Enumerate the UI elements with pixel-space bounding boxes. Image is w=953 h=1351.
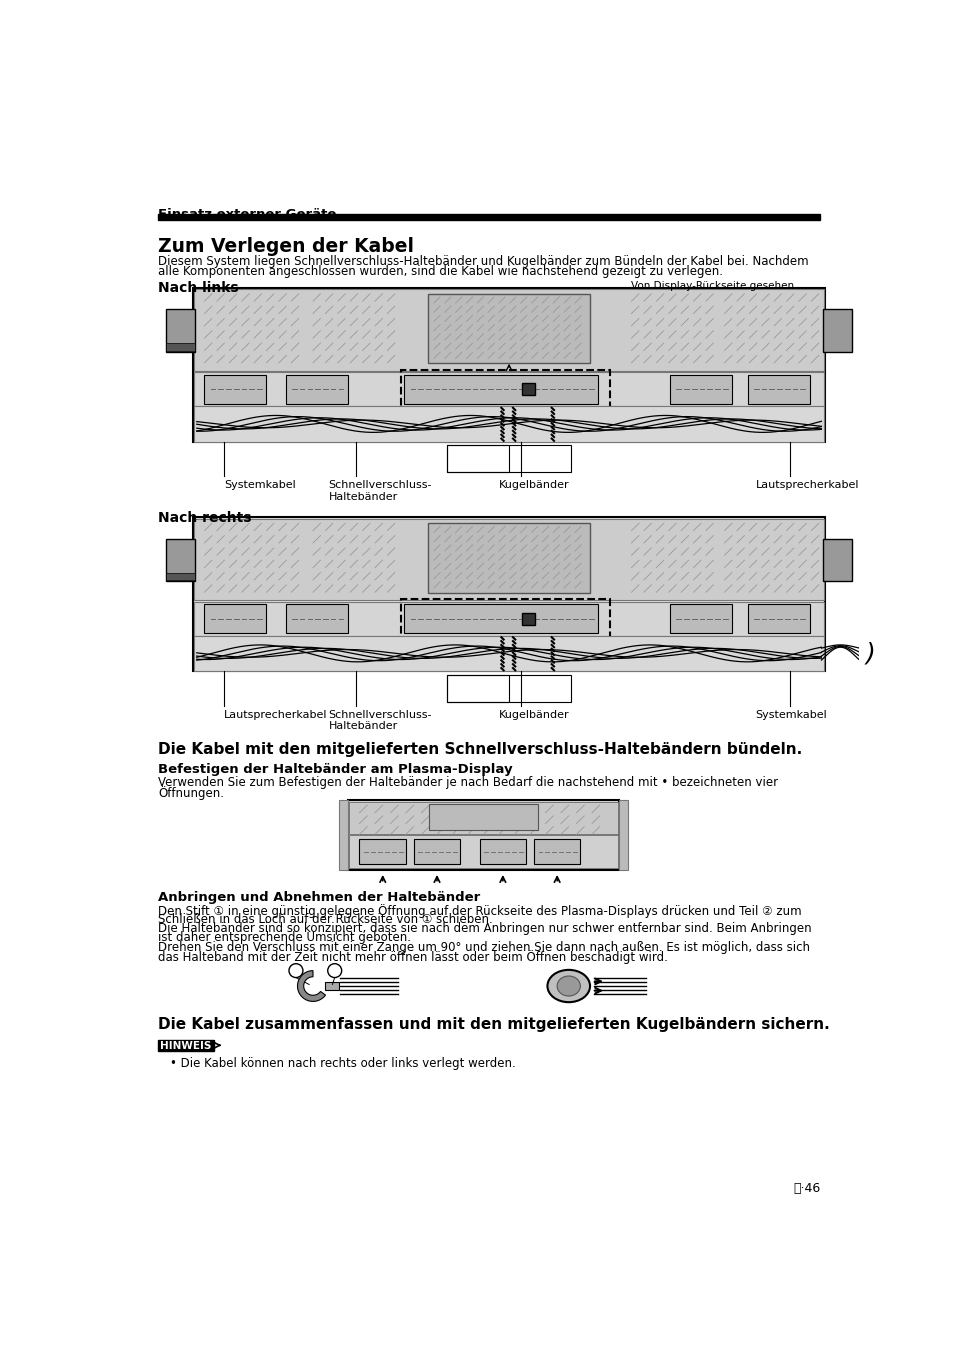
Bar [286, 374, 348, 404]
Text: Lautsprecherkabel: Lautsprecherkabel [224, 709, 327, 720]
Text: ⓓ·46: ⓓ·46 [793, 1182, 820, 1196]
Bar [427, 293, 590, 363]
Circle shape [815, 551, 822, 559]
Bar [166, 539, 195, 581]
Text: Drehen Sie den Verschluss mit einer Zange um 90° und ziehen Sie dann nach außen.: Drehen Sie den Verschluss mit einer Zang… [158, 940, 809, 954]
Bar [670, 604, 732, 634]
Text: ): ) [864, 642, 875, 666]
Text: Die Kabel zusammenfassen und mit den mitgelieferten Kugelbändern sichern.: Die Kabel zusammenfassen und mit den mit… [158, 1017, 829, 1032]
Text: Anbringen und Abnehmen der Haltebänder: Anbringen und Abnehmen der Haltebänder [158, 892, 479, 904]
Text: Öffnungen.: Öffnungen. [158, 786, 224, 800]
Bar [194, 373, 822, 407]
Text: Kugelbänder: Kugelbänder [498, 709, 569, 720]
Circle shape [195, 551, 203, 559]
Bar [349, 802, 617, 834]
Text: • Die Kabel können nach rechts oder links verlegt werden.: • Die Kabel können nach rechts oder link… [170, 1056, 515, 1070]
Bar [338, 800, 348, 870]
Text: das Halteband mit der Zeit nicht mehr öffnen lässt oder beim Öffnen beschädigt w: das Halteband mit der Zeit nicht mehr öf… [158, 950, 667, 963]
Text: Systemkabel: Systemkabel [224, 480, 295, 490]
Circle shape [328, 963, 341, 978]
Bar [747, 374, 809, 404]
Bar [400, 370, 609, 411]
Bar [447, 446, 571, 473]
Circle shape [827, 550, 846, 569]
Bar [447, 676, 571, 703]
Text: Zum Verlegen der Kabel: Zum Verlegen der Kabel [158, 236, 414, 255]
Circle shape [827, 320, 846, 339]
Bar [479, 839, 525, 865]
Bar [348, 800, 618, 870]
Circle shape [347, 551, 355, 559]
Bar [447, 446, 509, 473]
Bar [204, 604, 266, 634]
Text: Befestigen der Haltebänder am Plasma-Display: Befestigen der Haltebänder am Plasma-Dis… [158, 763, 512, 777]
Bar [194, 636, 822, 671]
Bar [822, 309, 852, 351]
Circle shape [347, 323, 355, 330]
Text: ②: ② [332, 967, 339, 977]
Text: Systemkabel: Systemkabel [755, 709, 826, 720]
Text: Lautsprecherkabel: Lautsprecherkabel [755, 480, 858, 490]
Text: Einsatz externer Geräte: Einsatz externer Geräte [158, 208, 336, 222]
Bar [166, 573, 195, 580]
Text: HINWEIS: HINWEIS [159, 1040, 211, 1051]
Bar [359, 839, 406, 865]
Text: Den Stift ① in eine günstig gelegene Öffnung auf der Rückseite des Plasma-Displa: Den Stift ① in eine günstig gelegene Öff… [158, 904, 801, 917]
Bar [414, 839, 459, 865]
Text: Verwenden Sie zum Befestigen der Haltebänder je nach Bedarf die nachstehend mit : Verwenden Sie zum Befestigen der Haltebä… [158, 775, 778, 789]
Bar [349, 835, 617, 869]
Circle shape [662, 551, 670, 559]
Text: ist daher entsprechende Umsicht geboten.: ist daher entsprechende Umsicht geboten. [158, 931, 411, 944]
Bar [404, 604, 598, 634]
Text: Schnellverschluss-
Haltebänder: Schnellverschluss- Haltebänder [328, 709, 432, 731]
Bar [194, 601, 822, 636]
Bar [822, 539, 852, 581]
Bar [429, 804, 537, 830]
Text: ①: ① [293, 967, 300, 977]
Bar [166, 309, 195, 351]
Bar [194, 289, 822, 370]
Circle shape [662, 323, 670, 330]
Text: alle Komponenten angeschlossen wurden, sind die Kabel wie nachstehend gezeigt zu: alle Komponenten angeschlossen wurden, s… [158, 265, 722, 277]
Bar [534, 839, 579, 865]
Circle shape [195, 323, 203, 330]
Text: Diesem System liegen Schnellverschluss-Haltebänder und Kugelbänder zum Bündeln d: Diesem System liegen Schnellverschluss-H… [158, 254, 808, 267]
Bar [618, 800, 628, 870]
Bar [204, 374, 266, 404]
Bar [193, 288, 824, 442]
Bar [521, 612, 534, 626]
Circle shape [505, 323, 513, 330]
Ellipse shape [547, 970, 590, 1002]
Bar [286, 604, 348, 634]
Bar [158, 215, 819, 220]
Bar [670, 374, 732, 404]
Text: Von Display-Rückseite gesehen: Von Display-Rückseite gesehen [630, 281, 793, 292]
Ellipse shape [557, 975, 579, 996]
Bar [194, 519, 822, 600]
Bar [400, 600, 609, 639]
Text: Die Haltebänder sind so konzipiert, dass sie nach dem Anbringen nur schwer entfe: Die Haltebänder sind so konzipiert, dass… [158, 923, 811, 935]
Circle shape [171, 320, 190, 339]
Text: Nach rechts: Nach rechts [158, 511, 252, 526]
Circle shape [815, 323, 822, 330]
Bar [324, 982, 338, 990]
Polygon shape [297, 970, 325, 1001]
Bar [166, 343, 195, 351]
Text: Schließen in das Loch auf der Rückseite von ① schieben.: Schließen in das Loch auf der Rückseite … [158, 913, 493, 925]
Circle shape [289, 963, 303, 978]
Bar [193, 517, 824, 671]
Bar [747, 604, 809, 634]
Text: Nach links: Nach links [158, 281, 238, 296]
Bar [521, 384, 534, 396]
Circle shape [505, 551, 513, 559]
Bar [447, 676, 509, 703]
Bar [427, 523, 590, 593]
Circle shape [171, 550, 190, 569]
Text: Schnellverschluss-
Haltebänder: Schnellverschluss- Haltebänder [328, 480, 432, 501]
Text: Die Kabel mit den mitgelieferten Schnellverschluss-Haltebändern bündeln.: Die Kabel mit den mitgelieferten Schnell… [158, 742, 801, 757]
Text: Kugelbänder: Kugelbänder [498, 480, 569, 490]
Bar [404, 374, 598, 404]
Bar [158, 1040, 213, 1051]
Bar [194, 407, 822, 442]
